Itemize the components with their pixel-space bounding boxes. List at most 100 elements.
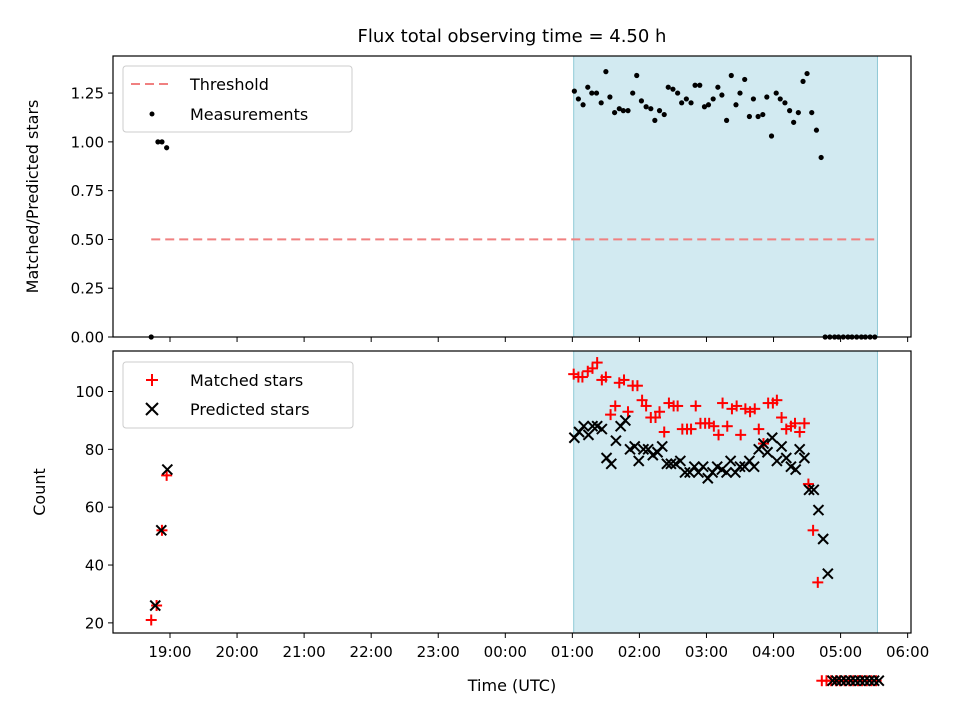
measurement-point bbox=[705, 102, 712, 108]
measurement-point bbox=[787, 108, 793, 114]
predicted-point bbox=[775, 440, 788, 453]
measurement-point bbox=[782, 100, 788, 106]
predicted-point bbox=[766, 432, 778, 444]
measurement-point bbox=[697, 82, 703, 88]
matched-point bbox=[600, 371, 612, 383]
y-tick-label: 20 bbox=[85, 614, 104, 632]
predicted-point-b bbox=[789, 463, 802, 476]
predicted-point bbox=[771, 455, 783, 467]
x-tick-label: 00:00 bbox=[484, 643, 527, 661]
matched-point bbox=[713, 429, 725, 441]
x-tick-label: 06:00 bbox=[886, 643, 929, 661]
predicted-point-b bbox=[697, 460, 709, 473]
ratio-ticks: 0.00 0.25 0.50 0.75 1.00 1.25 bbox=[71, 85, 909, 347]
predicted-point-b bbox=[716, 463, 728, 476]
predicted-point bbox=[578, 420, 590, 432]
measurement-point bbox=[616, 106, 622, 112]
y-tick-label: 0.50 bbox=[71, 231, 104, 249]
matched-legend-label: Matched stars bbox=[190, 371, 303, 390]
matched-point bbox=[654, 406, 666, 418]
predicted-point-b bbox=[600, 452, 613, 464]
predicted-point-b bbox=[734, 460, 746, 473]
time-axis-label: Time (UTC) bbox=[467, 676, 556, 695]
observing-span bbox=[573, 56, 878, 337]
measurement-point bbox=[800, 78, 806, 84]
predicted-point-b bbox=[724, 455, 737, 467]
measurement-point bbox=[777, 96, 783, 102]
measurement-point bbox=[630, 90, 636, 96]
predicted-point bbox=[734, 460, 746, 473]
matched-point bbox=[812, 576, 824, 588]
predicted-point-b bbox=[859, 675, 871, 687]
y-tick-label: 40 bbox=[85, 557, 104, 575]
predicted-point bbox=[812, 504, 825, 516]
predicted-point-b bbox=[591, 420, 603, 432]
predicted-point bbox=[149, 599, 161, 612]
predicted-point bbox=[822, 568, 834, 580]
predicted-point-b bbox=[835, 675, 847, 687]
predicted-point-b bbox=[854, 675, 866, 687]
matched-point bbox=[721, 420, 733, 432]
predicted-point-b bbox=[757, 437, 770, 450]
matched-points bbox=[145, 357, 882, 687]
matched-point bbox=[794, 426, 806, 438]
measurement-point bbox=[638, 98, 645, 104]
predicted-point bbox=[161, 463, 174, 476]
x-tick-label: 23:00 bbox=[417, 643, 460, 661]
predicted-point-b bbox=[155, 524, 167, 537]
predicted-point-b bbox=[674, 455, 687, 467]
predicted-point bbox=[826, 675, 839, 687]
observing-span bbox=[573, 351, 878, 633]
predicted-legend-label: Predicted stars bbox=[190, 400, 310, 419]
predicted-point-b bbox=[610, 434, 622, 447]
predicted-point bbox=[844, 675, 857, 687]
predicted-point bbox=[761, 446, 774, 458]
matched-point bbox=[161, 469, 173, 481]
predicted-point bbox=[849, 675, 862, 687]
predicted-point-b bbox=[688, 460, 701, 473]
measurement-point bbox=[159, 139, 165, 145]
predicted-point-b bbox=[629, 440, 641, 453]
predicted-point-b bbox=[679, 466, 691, 479]
measurement-point bbox=[773, 90, 779, 96]
x-tick-label: 20:00 bbox=[215, 643, 258, 661]
predicted-point bbox=[596, 423, 608, 435]
predicted-point bbox=[656, 440, 668, 453]
measurement-point bbox=[683, 96, 689, 102]
predicted-point bbox=[798, 452, 811, 464]
measurement-point bbox=[737, 90, 743, 96]
matched-point bbox=[636, 394, 648, 406]
predicted-point-b bbox=[619, 414, 632, 427]
predicted-point bbox=[748, 460, 760, 473]
y-tick-label: 100 bbox=[75, 383, 104, 401]
measurement-point bbox=[728, 72, 734, 79]
measurement-point bbox=[598, 100, 604, 106]
predicted-point-b bbox=[642, 443, 654, 456]
matched-point bbox=[798, 417, 810, 429]
measurement-point bbox=[813, 127, 820, 133]
matched-point bbox=[789, 417, 801, 429]
measurement-point bbox=[679, 100, 685, 106]
x-tick-label: 22:00 bbox=[350, 643, 393, 661]
predicted-point-b bbox=[596, 423, 608, 435]
measurement-point bbox=[804, 70, 810, 77]
predicted-point bbox=[665, 458, 677, 470]
measurement-point bbox=[603, 69, 609, 75]
matched-point bbox=[735, 429, 747, 441]
predicted-point-b bbox=[761, 446, 774, 458]
count-legend-box bbox=[122, 361, 354, 429]
time-axis: 19:00 20:00 21:00 22:00 23:00 00:00 01:00 02:00… bbox=[148, 643, 929, 661]
chart-title: Flux total observing time = 4.50 h bbox=[358, 26, 667, 47]
predicted-point bbox=[605, 458, 617, 470]
y-tick-label: 1.25 bbox=[71, 85, 104, 103]
measurements-legend-marker bbox=[149, 111, 155, 117]
matched-point bbox=[631, 380, 643, 392]
predicted-point bbox=[835, 675, 847, 687]
predicted-point bbox=[840, 675, 852, 687]
predicted-point bbox=[697, 460, 709, 473]
matched-point bbox=[717, 397, 729, 409]
measurement-point bbox=[620, 108, 626, 114]
measurement-point bbox=[575, 96, 581, 102]
predicted-point-b bbox=[793, 443, 806, 456]
matched-point bbox=[685, 423, 697, 435]
